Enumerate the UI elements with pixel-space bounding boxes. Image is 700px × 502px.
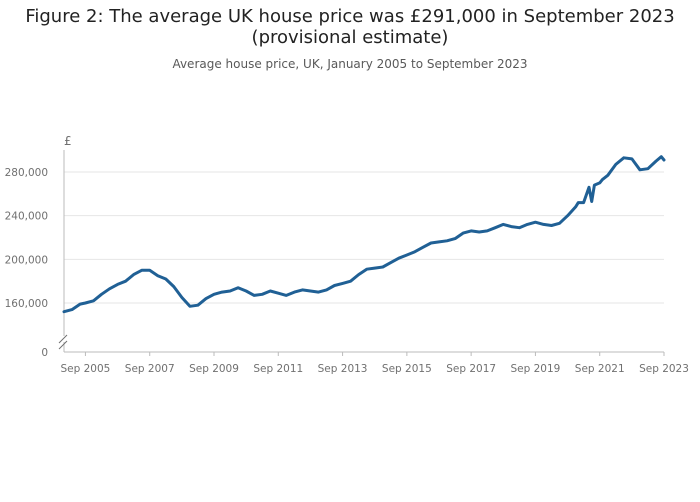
x-tick-label: Sep 2017 <box>446 363 496 375</box>
x-tick-label: Sep 2015 <box>382 363 432 375</box>
chart-title-line-1: Figure 2: The average UK house price was… <box>25 6 675 27</box>
axes <box>58 150 665 356</box>
series-line-average-house-price <box>62 155 666 314</box>
chart-title: Figure 2: The average UK house price was… <box>0 6 700 48</box>
axis-break-mark-2 <box>58 340 68 350</box>
x-tick-label: Sep 2011 <box>253 363 303 375</box>
y-tick-label: 280,000 <box>5 167 48 179</box>
x-tick-label: Sep 2023 <box>639 363 689 375</box>
x-tick-label: Sep 2009 <box>189 363 239 375</box>
x-tick-label: Sep 2013 <box>318 363 368 375</box>
y-tick-label: 160,000 <box>5 298 48 310</box>
y-tick-label: 200,000 <box>5 254 48 266</box>
plot-area <box>62 155 666 314</box>
grid-lines <box>64 171 664 304</box>
x-tick-label: Sep 2019 <box>510 363 560 375</box>
y-tick-label-zero: 0 <box>41 347 48 359</box>
x-tick-label: Sep 2005 <box>60 363 110 375</box>
x-tick-label: Sep 2007 <box>125 363 175 375</box>
y-unit-label: £ <box>64 134 72 148</box>
chart-subtitle: Average house price, UK, January 2005 to… <box>172 57 528 71</box>
axis-break-mark-1 <box>58 334 68 344</box>
tick-labels: 160,000 200,000 240,000 280,000 0 £ Sep 2005 Se… <box>5 134 689 375</box>
x-tick-label: Sep 2021 <box>575 363 625 375</box>
chart-title-line-2: (provisional estimate) <box>251 27 449 48</box>
y-tick-label: 240,000 <box>5 211 48 223</box>
